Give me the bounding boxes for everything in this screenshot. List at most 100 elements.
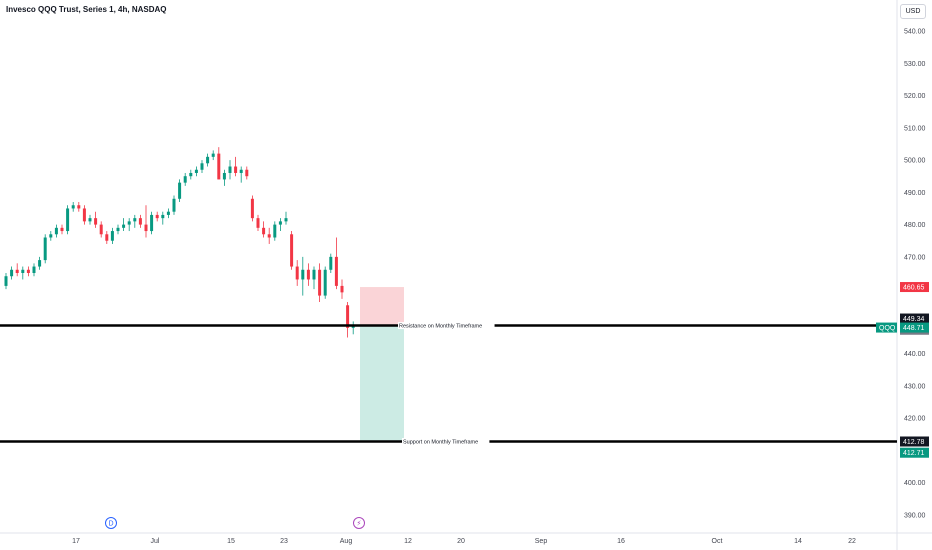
price-label-value: 449.34: [903, 316, 925, 323]
time-axis[interactable]: 17 Jul 15 23 Aug 12 20 Sep 16 Oct 14 22: [72, 538, 856, 545]
candle-body: [133, 218, 137, 222]
candle-body: [239, 169, 243, 173]
currency-button[interactable]: USD: [900, 4, 926, 19]
candle-body: [245, 169, 249, 177]
candle-body: [323, 269, 327, 296]
price-label-value: 412.78: [903, 439, 925, 446]
take-profit-zone: [360, 325, 404, 442]
y-tick-label: 480.00: [904, 222, 926, 229]
x-tick-label: 12: [404, 538, 412, 545]
event-marker-label: D: [108, 521, 113, 528]
candle-body: [10, 269, 14, 277]
x-tick-label: 15: [227, 538, 235, 545]
candle-body: [60, 227, 64, 232]
y-tick-label: 430.00: [904, 383, 926, 390]
candle-body: [82, 208, 86, 222]
y-tick-label: 440.00: [904, 351, 926, 358]
candle-body: [340, 285, 344, 293]
candle-body: [217, 153, 221, 180]
y-tick-label: 420.00: [904, 416, 926, 423]
price-label-value: 412.71: [903, 450, 925, 457]
candle-body: [38, 260, 42, 267]
event-markers: D ⚡: [105, 517, 365, 529]
candle-body: [138, 218, 142, 225]
price-label-box: [900, 436, 929, 447]
candle-body: [228, 166, 232, 173]
candle-body: [267, 234, 271, 238]
candle-body: [222, 172, 226, 180]
candle-body: [194, 169, 198, 173]
candle-body: [189, 172, 193, 177]
candle-body: [99, 224, 103, 235]
candles: [4, 147, 355, 338]
candle-body: [346, 305, 350, 328]
y-tick-label: 500.00: [904, 158, 926, 165]
candle-body: [49, 234, 53, 238]
candle-body: [172, 198, 176, 212]
candle-body: [290, 234, 294, 267]
candle-body: [318, 269, 322, 296]
y-tick-label: 490.00: [904, 190, 926, 197]
candle-body: [312, 269, 316, 280]
y-tick-label: 520.00: [904, 93, 926, 100]
candle-body: [178, 182, 182, 199]
candle-body: [127, 221, 131, 225]
position-zones[interactable]: [360, 287, 404, 442]
x-tick-label: Aug: [340, 538, 353, 545]
y-tick-label: 400.00: [904, 480, 926, 487]
candle-body: [105, 234, 109, 241]
candle-body: [306, 269, 310, 280]
candle-body: [66, 208, 70, 232]
y-tick-label: 510.00: [904, 125, 926, 132]
x-tick-label: 16: [617, 538, 625, 545]
candle-body: [334, 256, 338, 286]
candle-body: [150, 214, 154, 232]
x-tick-label: 22: [848, 538, 856, 545]
candle-body: [183, 176, 187, 183]
candle-body: [32, 266, 36, 273]
chart-title: Invesco QQQ Trust, Series 1, 4h, NASDAQ: [6, 5, 167, 14]
candle-body: [295, 266, 299, 280]
x-tick-label: Sep: [535, 538, 548, 545]
event-marker-label: ⚡: [357, 520, 362, 528]
x-tick-label: Oct: [712, 538, 723, 545]
candle-body: [262, 227, 266, 235]
symbol-label-box: [876, 322, 897, 333]
price-label-value: 448.71: [903, 325, 925, 332]
candle-body: [278, 221, 282, 225]
candle-body: [211, 153, 215, 157]
candle-body: [21, 269, 25, 273]
candle-body: [4, 276, 8, 286]
x-tick-label: 17: [72, 538, 80, 545]
price-label-box: [900, 313, 929, 324]
candle-body: [43, 237, 47, 261]
y-tick-label: 390.00: [904, 513, 926, 520]
symbol-label: QQQ: [879, 325, 896, 332]
y-tick-label: 540.00: [904, 29, 926, 36]
candle-body: [284, 218, 288, 222]
candle-body: [88, 218, 92, 222]
candle-body: [71, 205, 75, 209]
candle-body: [26, 269, 30, 273]
candle-body: [273, 224, 277, 238]
candle-body: [110, 231, 114, 241]
horizontal-lines[interactable]: Resistance on Monthly Timeframe Support o…: [0, 322, 897, 445]
candle-body: [122, 224, 126, 228]
candle-body: [234, 166, 238, 173]
candle-body: [94, 218, 98, 225]
candle-body: [54, 227, 58, 235]
x-tick-label: 14: [794, 538, 802, 545]
stop-loss-zone: [360, 287, 404, 326]
x-tick-label: Jul: [151, 538, 160, 545]
candle-body: [301, 269, 305, 280]
x-tick-label: 20: [457, 538, 465, 545]
candle-body: [256, 218, 260, 228]
candle-body: [161, 214, 165, 219]
x-tick-label: 23: [280, 538, 288, 545]
price-label-box: [900, 282, 929, 293]
horizontal-line-label-bg: [398, 322, 495, 330]
horizontal-line-label: Resistance on Monthly Timeframe: [399, 324, 482, 330]
horizontal-line-label: Support on Monthly Timeframe: [403, 439, 478, 445]
